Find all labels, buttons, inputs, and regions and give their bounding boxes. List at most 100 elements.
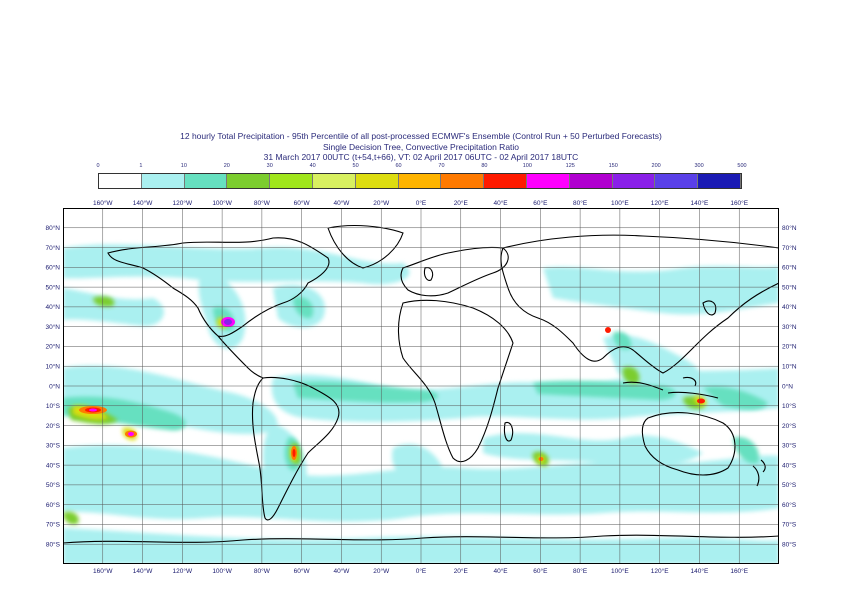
legend-swatch (655, 174, 699, 188)
lat-label-right: 70°N (782, 244, 797, 252)
lat-label-left: 20°N (45, 343, 60, 351)
lon-label-top: 100°W (212, 199, 232, 207)
legend-swatch (270, 174, 313, 188)
lat-label-left: 70°S (46, 521, 61, 529)
legend-swatch (312, 174, 356, 188)
legend-labels: 0 1 10 20 30 40 50 60 70 80 100 125 150 200 300 500 (96, 163, 746, 172)
legend-level-label: 200 (651, 163, 661, 169)
color-legend: 0 1 10 20 30 40 50 60 70 80 100 125 150 200 300 500 (96, 163, 747, 191)
title-line-3: 31 March 2017 00UTC (t+54,t+66), VT: 02 … (263, 152, 579, 162)
lon-label-bottom: 120°W (173, 567, 193, 575)
lon-label-bottom: 0°E (416, 567, 427, 575)
lon-label-top: 60°W (294, 199, 311, 207)
legend-swatch (99, 174, 142, 188)
legend-level-label: 10 (180, 163, 187, 169)
legend-swatch (526, 174, 570, 188)
title-line-1: 12 hourly Total Precipitation - 95th Per… (180, 131, 662, 141)
lon-label-top: 20°W (373, 199, 390, 207)
precip-core (128, 432, 134, 436)
legend-swatch (398, 174, 442, 188)
coastline-antarctica (63, 534, 779, 544)
legend-swatch (227, 174, 271, 188)
lon-label-bottom: 120°E (651, 567, 669, 575)
title-line-2: Single Decision Tree, Convective Precipi… (322, 141, 520, 152)
coastline-japan (702, 300, 717, 316)
lon-label-top: 140°W (133, 199, 153, 207)
lat-label-left: 80°S (46, 541, 61, 549)
lat-label-right: 60°S (782, 501, 797, 509)
precip-core (538, 457, 544, 461)
lon-label-bottom: 100°W (212, 567, 232, 575)
precip-core (89, 408, 97, 412)
precip-core (224, 319, 232, 325)
precip-area (543, 266, 779, 315)
lat-label-left: 70°N (45, 244, 60, 252)
lon-label-top: 160°E (730, 199, 748, 207)
precip-area (533, 380, 676, 400)
lon-label-top: 160°W (93, 199, 113, 207)
lat-label-right: 30°S (782, 442, 797, 450)
graticule (63, 208, 779, 564)
lat-label-left: 80°N (45, 224, 60, 232)
legend-level-label: 125 (565, 163, 575, 169)
legend-level-label: 0 (96, 163, 100, 169)
lat-label-right: 20°S (782, 422, 797, 430)
precip-area (293, 297, 314, 319)
legend-level-label: 150 (608, 163, 618, 169)
lat-label-left: 10°N (45, 363, 60, 371)
lat-label-right: 50°S (782, 481, 797, 489)
lat-label-left: 60°S (46, 501, 61, 509)
lon-label-top: 40°E (493, 199, 508, 207)
legend-swatch (484, 174, 527, 188)
legend-level-label: 40 (309, 163, 316, 169)
legend-level-label: 30 (266, 163, 273, 169)
map-panel (63, 208, 779, 564)
precip-area (733, 437, 759, 464)
precip-core (697, 398, 705, 404)
lon-label-bottom: 140°E (691, 567, 709, 575)
precip-area (93, 296, 115, 307)
lon-label-top: 40°W (333, 199, 350, 207)
legend-bar (98, 173, 742, 189)
legend-swatch (569, 174, 613, 188)
lat-label-left: 50°N (45, 283, 60, 291)
lat-label-right: 30°N (782, 323, 797, 331)
coastline-central-america (217, 335, 264, 379)
precip-area (613, 331, 632, 350)
map-frame (63, 208, 779, 564)
lon-label-top: 60°E (533, 199, 548, 207)
legend-level-label: 300 (694, 163, 704, 169)
lon-label-top: 80°W (254, 199, 271, 207)
coastline-north-america (107, 237, 330, 337)
precip-area (703, 386, 768, 410)
lat-label-left: 50°S (46, 481, 61, 489)
legend-level-label: 50 (352, 163, 359, 169)
legend-level-label: 70 (438, 163, 445, 169)
lat-label-left: 40°S (46, 461, 61, 469)
lon-label-top: 80°E (573, 199, 588, 207)
lat-label-left: 0°N (49, 382, 60, 390)
lon-label-bottom: 40°W (333, 567, 350, 575)
coastline-asia (500, 234, 779, 374)
precip-area (63, 511, 79, 525)
coastline-new-zealand (752, 459, 766, 487)
lat-label-left: 10°S (46, 402, 61, 410)
lon-label-bottom: 140°W (133, 567, 153, 575)
lon-label-top: 20°E (454, 199, 469, 207)
precip-core (605, 327, 611, 333)
lat-label-right: 60°N (782, 264, 797, 272)
legend-swatch (698, 174, 741, 188)
coastline-south-america (251, 376, 340, 521)
lon-label-top: 120°W (173, 199, 193, 207)
lat-label-right: 80°N (782, 224, 797, 232)
lon-label-bottom: 80°E (573, 567, 588, 575)
precip-area (622, 366, 640, 384)
legend-swatch (441, 174, 485, 188)
lon-label-bottom: 160°E (730, 567, 748, 575)
legend-swatch (184, 174, 228, 188)
lon-label-top: 0°E (416, 199, 427, 207)
lat-label-right: 50°N (782, 283, 797, 291)
precip-core (292, 449, 296, 457)
legend-swatch (141, 174, 185, 188)
coastline-europe (400, 246, 509, 297)
